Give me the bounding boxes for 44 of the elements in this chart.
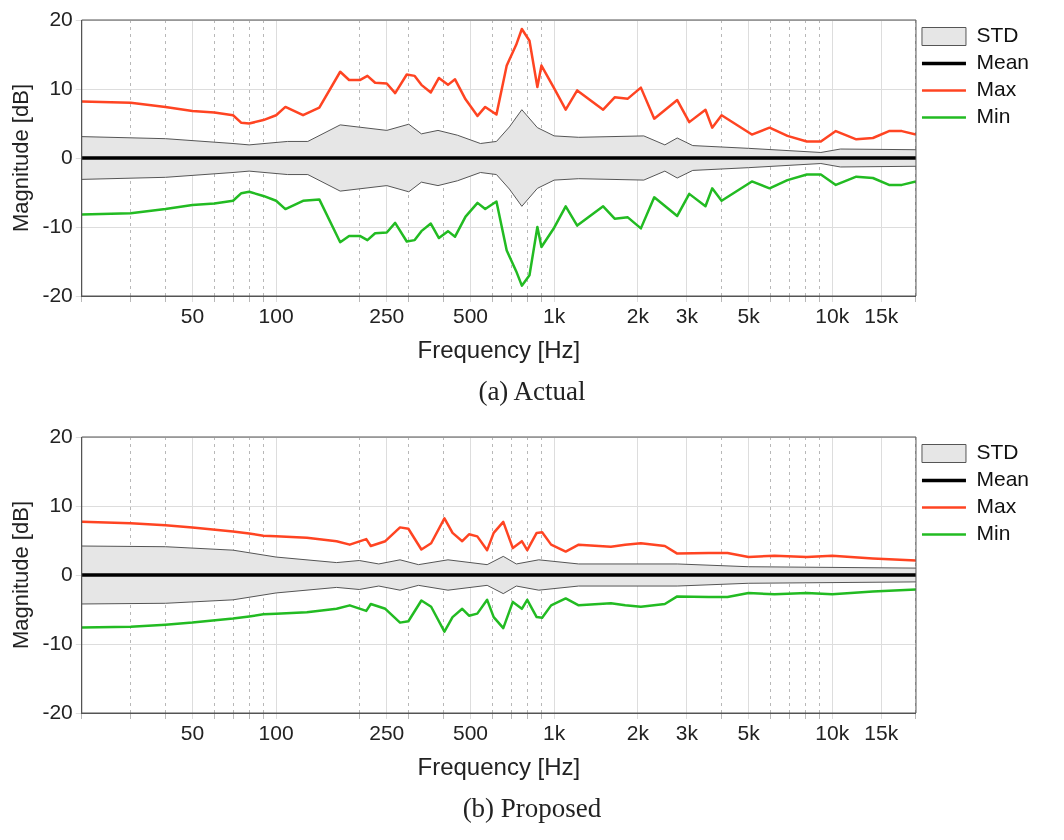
x-tick-label: 50 — [180, 304, 205, 328]
legend-label: Max — [976, 494, 1017, 518]
y-tick-label: 20 — [49, 423, 73, 447]
x-tick-label: 1k — [543, 721, 566, 745]
y-tick-label: -20 — [42, 282, 73, 306]
x-tick-label: 1k — [543, 304, 566, 328]
x-tick-label: 250 — [369, 721, 405, 745]
x-tick-label: 3k — [675, 721, 699, 745]
y-tick-label: 0 — [61, 561, 73, 585]
x-tick-label: 10k — [815, 304, 850, 328]
y-tick-label: 10 — [49, 492, 73, 516]
x-tick-label: 500 — [452, 721, 488, 745]
legend-label: STD — [976, 440, 1019, 464]
y-tick-label: -10 — [42, 213, 73, 237]
x-tick-label: 2k — [626, 304, 650, 328]
legend-label: Mean — [976, 50, 1029, 74]
y-tick-label: -10 — [42, 630, 73, 654]
x-axis-title: Frequency [Hz] — [417, 336, 581, 364]
x-tick-label: 250 — [369, 304, 405, 328]
y-tick-label: 0 — [61, 144, 73, 168]
x-tick-label: 500 — [452, 304, 488, 328]
legend-label: Mean — [976, 467, 1029, 491]
y-axis-title: Magnitude [dB] — [8, 501, 34, 649]
legend-label: STD — [976, 23, 1019, 47]
x-tick-label: 5k — [737, 721, 761, 745]
y-tick-label: 10 — [49, 75, 73, 99]
x-axis-title: Frequency [Hz] — [417, 753, 581, 781]
legend-label: Min — [976, 521, 1011, 545]
y-tick-label: 20 — [49, 6, 73, 30]
text: (b) Proposed — [461, 793, 603, 824]
x-tick-label: 10k — [815, 721, 850, 745]
y-axis-title: Magnitude [dB] — [8, 84, 34, 232]
x-tick-label: 15k — [864, 721, 899, 745]
legend-label: Max — [976, 77, 1017, 101]
x-tick-label: 3k — [675, 304, 699, 328]
x-tick-label: 50 — [180, 721, 205, 745]
y-tick-label: -20 — [42, 699, 73, 723]
x-tick-label: 5k — [737, 304, 761, 328]
legend-label: Min — [976, 104, 1011, 128]
x-tick-label: 15k — [864, 304, 899, 328]
x-tick-label: 100 — [258, 304, 294, 328]
x-tick-label: 100 — [258, 721, 294, 745]
text: (a) Actual — [477, 376, 587, 407]
x-tick-label: 2k — [626, 721, 650, 745]
